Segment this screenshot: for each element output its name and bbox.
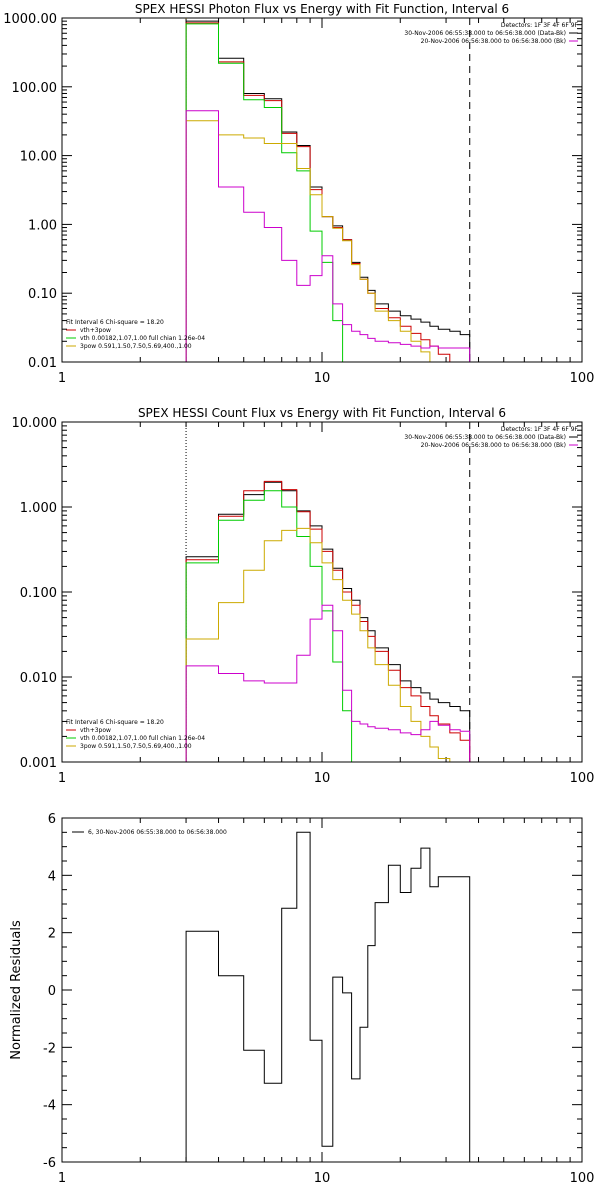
chart2-y-tick-label: 6: [48, 812, 56, 827]
chart2-x-tick-label: 100: [570, 1171, 595, 1186]
chart0-series-vth: [185, 23, 344, 362]
chart1-header-line: 30-Nov-2006 06:55:38.000 to 06:56:38.000…: [404, 434, 566, 441]
chart0-series-3pow: [185, 120, 439, 362]
chart1-legend-label: 3pow 0.591,1.50,7.50,5.69,400.,1.00: [80, 743, 192, 750]
chart0-header-line: 30-Nov-2006 06:55:38.000 to 06:56:38.000…: [404, 30, 566, 37]
chart1-title: SPEX HESSI Count Flux vs Energy with Fit…: [138, 406, 506, 420]
chart0-title: SPEX HESSI Photon Flux vs Energy with Fi…: [135, 2, 509, 16]
chart2-y-axis-label: Normalized Residuals: [9, 920, 24, 1060]
chart0-plot-area: [185, 20, 471, 362]
chart1-header-line: 20-Nov-2006 06:56:38.000 to 06:56:38.000…: [421, 442, 566, 449]
chart0-y-tick-label: 100.00: [12, 81, 58, 96]
chart1-y-tick-label: 0.010: [20, 671, 57, 686]
chart1-series-vth-3pow: [185, 480, 471, 762]
chart2-y-tick-label: -6: [43, 1156, 56, 1171]
chart1-series-vth: [185, 490, 353, 762]
chart2-frame: [61, 817, 583, 1163]
chart2-x-tick-label: 1: [58, 1171, 66, 1186]
chart2-legend-label: 6, 30-Nov-2006 06:55:38.000 to 06:56:38.…: [88, 829, 227, 836]
chart1-y-tick-label: 0.100: [20, 586, 57, 601]
chart1-series-bk: [185, 604, 471, 762]
chart2-y-tick-label: -4: [43, 1099, 56, 1114]
chart1-y-tick-label: 1.000: [20, 501, 57, 516]
chart2-y-tick-label: 2: [48, 927, 56, 942]
chart2-y-tick-label: -2: [43, 1041, 56, 1056]
chart0-header-line: Detectors: 1F 3F 4F 6F 9F: [501, 22, 579, 29]
chart0-x-tick-label: 1: [58, 371, 66, 386]
chart0-series-bk: [185, 110, 471, 362]
chart0-series-vth-3pow: [185, 22, 461, 362]
chart0-fit-info: Fit Interval 6 Chi-square = 18.20: [66, 319, 164, 326]
chart1-x-tick-label: 1: [58, 771, 66, 786]
chart0-frame: [61, 17, 583, 363]
chart1-legend-label: vth 0.00182,1.07,1.00 full chian 1.26e-0…: [80, 735, 205, 742]
chart0-legend-label: 3pow 0.591,1.50,7.50,5.69,400.,1.00: [80, 343, 192, 350]
chart1-fit-info: Fit Interval 6 Chi-square = 18.20: [66, 719, 164, 726]
chart1-frame: [61, 421, 583, 763]
chart0-y-tick-label: 10.00: [20, 150, 57, 165]
chart0-legend-label: vth 0.00182,1.07,1.00 full chian 1.26e-0…: [80, 335, 205, 342]
chart2-y-tick-label: 4: [48, 869, 56, 884]
chart1-x-tick-label: 100: [570, 771, 595, 786]
chart0-y-tick-label: 1.00: [28, 218, 57, 233]
chart1-legend-label: vth+3pow: [80, 727, 111, 734]
chart0-y-tick-label: 0.01: [28, 356, 57, 371]
chart0-x-tick-label: 100: [570, 371, 595, 386]
chart2-y-tick-label: 0: [48, 984, 56, 999]
chart1-header-line: Detectors: 1F 3F 4F 6F 9F: [501, 426, 579, 433]
chart0-header-line: 20-Nov-2006 06:56:38.000 to 06:56:38.000…: [421, 38, 566, 45]
chart0-series-data-bk: [185, 20, 471, 362]
chart0-x-tick-label: 10: [314, 371, 331, 386]
chart1-series-data-bk: [185, 481, 471, 762]
chart1-plot-area: [185, 480, 471, 762]
chart1-series-3pow: [185, 527, 451, 762]
chart2-plot-area: [185, 831, 471, 1162]
chart1-x-tick-label: 10: [314, 771, 331, 786]
chart0-legend-label: vth+3pow: [80, 327, 111, 334]
chart1-y-tick-label: 0.001: [20, 756, 57, 771]
chart0-y-tick-label: 0.10: [28, 287, 57, 302]
chart0-y-tick-label: 1000.00: [3, 12, 57, 27]
chart1-y-tick-label: 10.000: [12, 416, 58, 431]
chart2-x-tick-label: 10: [314, 1171, 331, 1186]
chart2-series-residuals: [185, 831, 471, 1162]
